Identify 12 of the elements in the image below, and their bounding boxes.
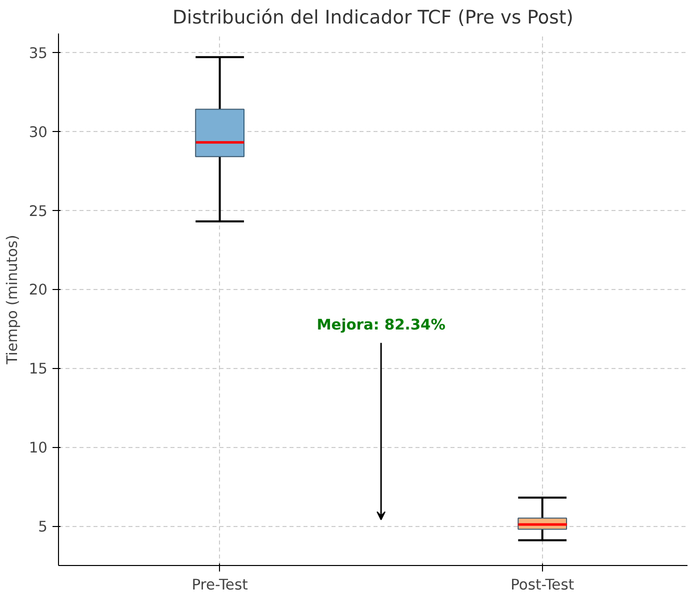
y-tick-label: 20 [28,282,48,299]
y-tick-label: 25 [28,202,48,220]
y-axis-title: Tiempo (minutos) [4,234,21,366]
y-tick-label: 15 [28,360,48,378]
y-tick-label: 5 [38,518,48,536]
y-tick-label: 35 [28,44,48,62]
annotation: Mejora: 82.34% [316,316,446,334]
y-tick-label: 10 [28,440,48,457]
chart-title: Distribución del Indicador TCF (Pre vs Post) [172,8,574,28]
x-tick-label: Post-Test [510,576,574,594]
x-tick-label: Pre-Test [192,576,248,594]
y-tick-label: 30 [28,124,48,141]
